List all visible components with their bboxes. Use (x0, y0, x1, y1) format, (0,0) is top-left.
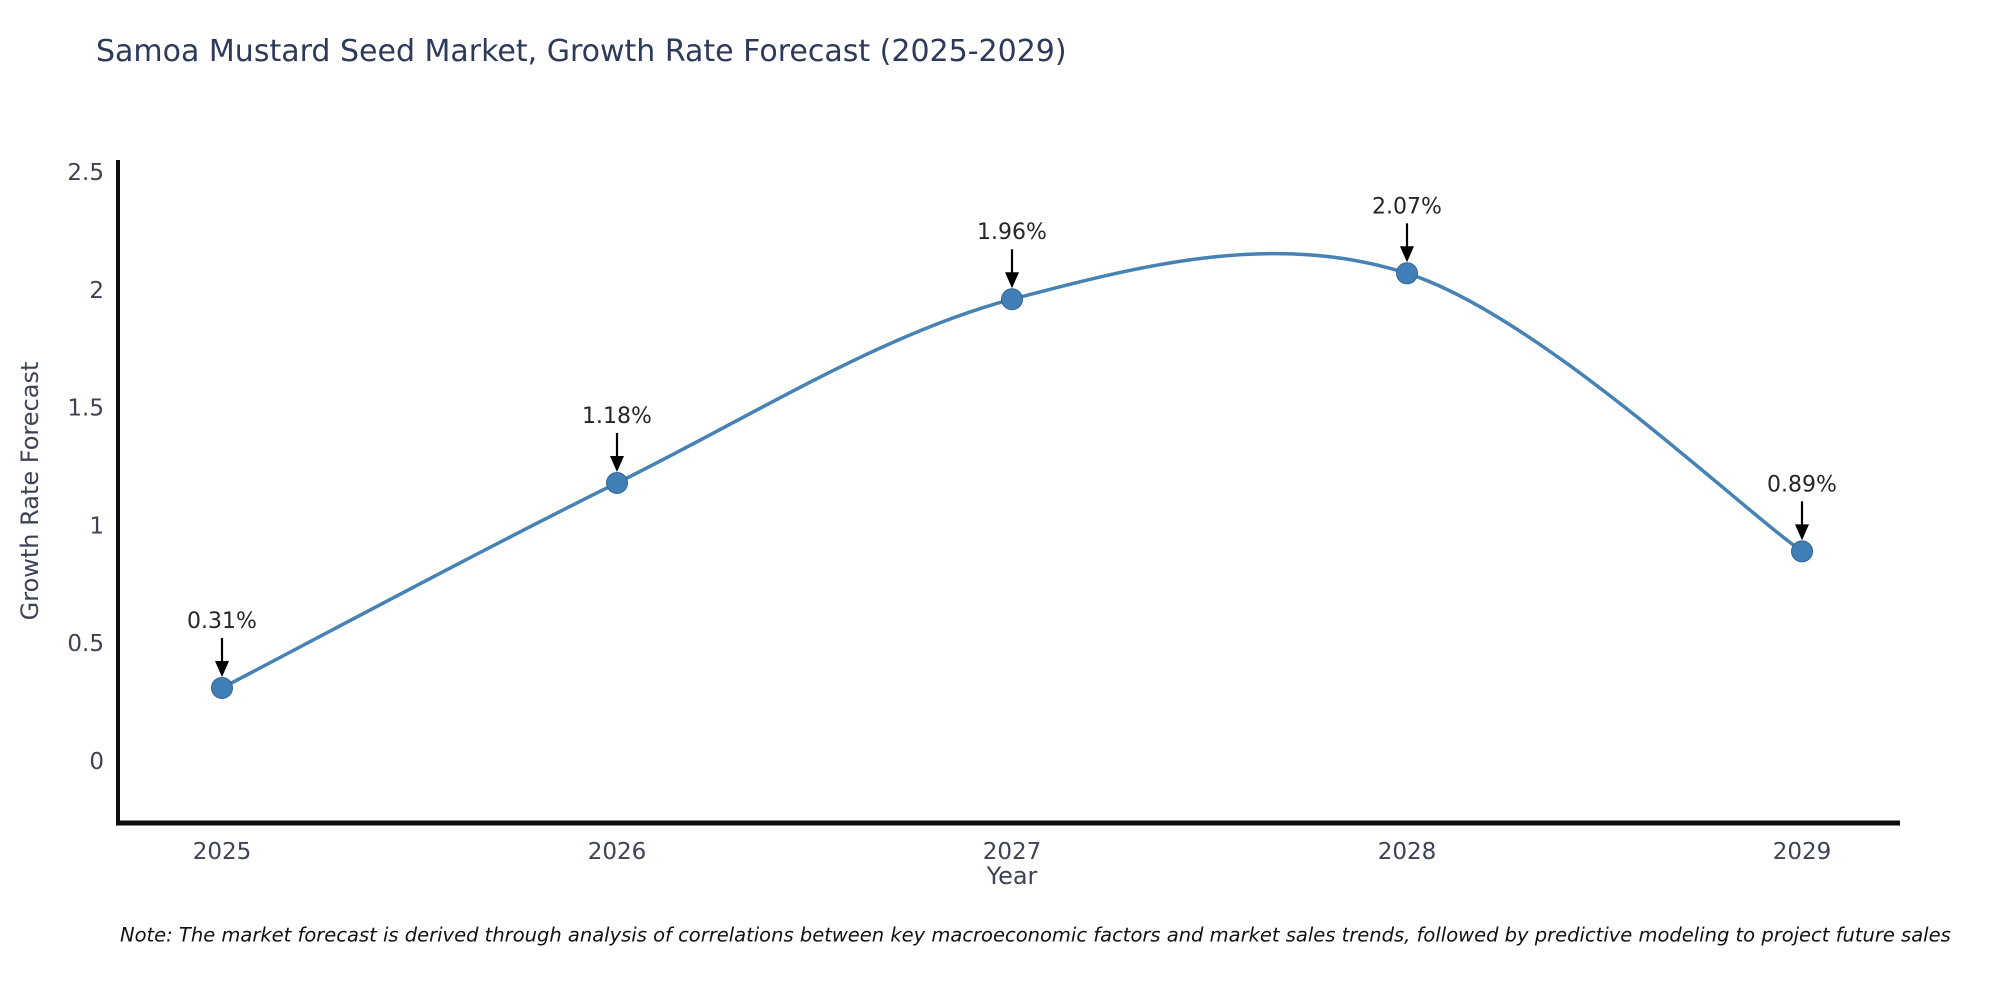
point-annotation: 2.07% (1372, 194, 1442, 219)
footnote: Note: The market forecast is derived thr… (120, 923, 1951, 947)
y-tick-label: 0.5 (67, 631, 104, 657)
x-tick-label: 2029 (1773, 839, 1832, 865)
x-tick-label: 2027 (983, 839, 1042, 865)
y-axis-title: Growth Rate Forecast (16, 361, 44, 621)
point-annotation: 1.18% (582, 404, 652, 429)
point-annotation: 0.89% (1767, 472, 1837, 497)
chart-title: Samoa Mustard Seed Market, Growth Rate F… (96, 34, 1067, 69)
y-tick-label: 0 (89, 749, 104, 775)
data-point-2028 (1396, 262, 1418, 285)
x-tick-label: 2028 (1378, 839, 1437, 865)
y-tick-label: 1.5 (67, 396, 104, 422)
x-axis-title: Year (986, 862, 1038, 890)
annotation-arrowhead (1400, 246, 1414, 263)
data-point-2029 (1791, 540, 1813, 563)
annotation-arrowhead (215, 660, 229, 677)
data-point-2026 (606, 471, 628, 494)
x-tick-label: 2026 (588, 839, 647, 865)
annotation-arrowhead (1005, 272, 1019, 289)
annotation-arrowhead (610, 455, 624, 472)
y-tick-label: 2 (89, 278, 104, 304)
point-annotation: 1.96% (977, 220, 1047, 245)
forecast-line (220, 251, 1804, 690)
annotation-arrowhead (1795, 524, 1809, 541)
point-annotation: 0.31% (187, 609, 257, 634)
y-tick-label: 2.5 (67, 160, 104, 186)
data-point-2027 (1001, 288, 1023, 311)
data-point-2025 (211, 676, 233, 699)
y-tick-label: 1 (89, 513, 104, 539)
x-tick-label: 2025 (193, 839, 252, 865)
